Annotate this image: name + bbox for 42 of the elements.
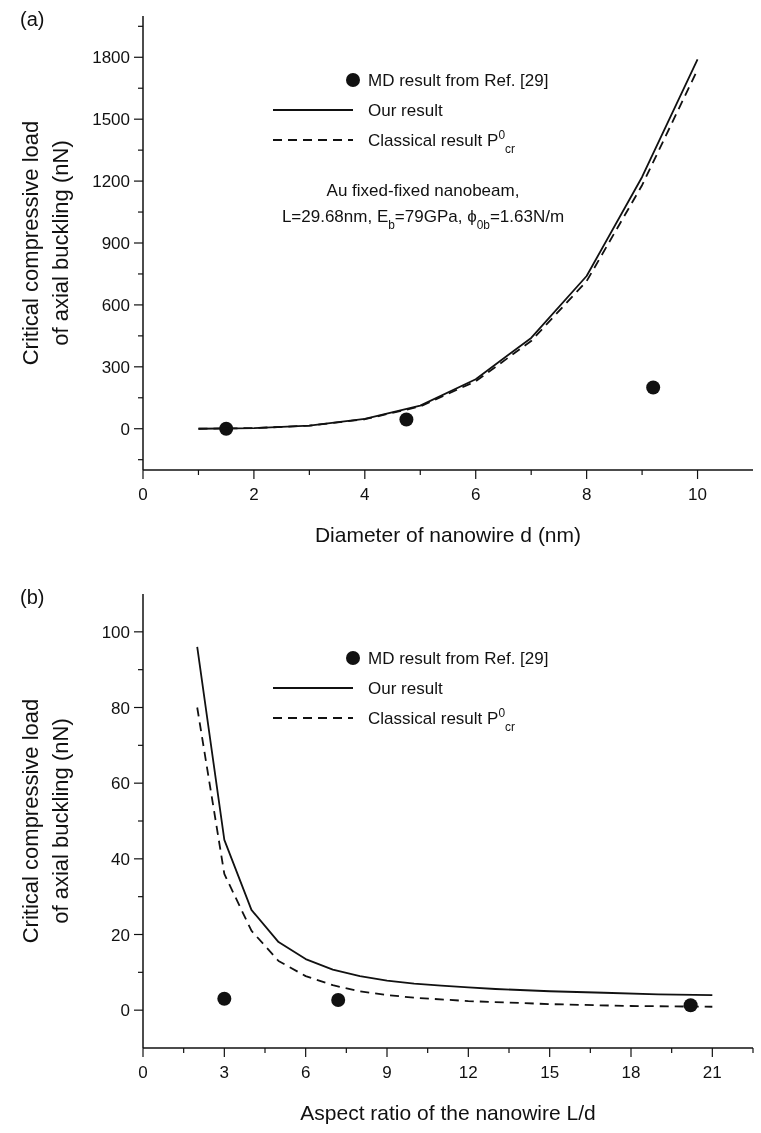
legend-label: MD result from Ref. [29] xyxy=(368,71,549,90)
x-tick-label: 10 xyxy=(688,485,708,504)
y-tick-label: 1500 xyxy=(92,110,130,130)
y-tick-label: 1200 xyxy=(92,172,130,192)
legend-label: MD result from Ref. [29] xyxy=(368,649,549,668)
line-series xyxy=(196,706,714,1008)
x-tick-label: 0 xyxy=(138,1063,148,1082)
line-series xyxy=(196,646,714,996)
point xyxy=(646,380,661,395)
x-tick-label: 0 xyxy=(138,485,148,504)
chart-title: (b) xyxy=(20,586,45,608)
y-tick-label: 1800 xyxy=(92,48,130,68)
y-tick-label: 100 xyxy=(101,622,130,642)
annotation: Au fixed-fixed nanobeam, L=29.68nm, E$_{b}$=79GPa, ϕ$_{0b}$=1.63N/m xyxy=(281,181,565,232)
x-tick-label: 21 xyxy=(702,1063,722,1082)
x-tick-label: 2 xyxy=(249,485,259,504)
x-axis-title: Aspect ratio of the nanowire L/d xyxy=(300,1101,596,1124)
y-tick-label: 600 xyxy=(101,295,130,315)
y-tick-label: 900 xyxy=(101,234,130,253)
x-tick-label: 12 xyxy=(458,1063,478,1082)
y-axis-title: Critical compressive load of axial buckling (nN) xyxy=(18,698,73,944)
legend-label: Our result xyxy=(368,679,443,698)
y-tick-label: 0 xyxy=(120,419,130,439)
y-tick-label: 20 xyxy=(111,925,130,945)
x-tick-label: 4 xyxy=(360,485,370,504)
legend-label: Our result xyxy=(368,101,443,120)
y-tick-label: 80 xyxy=(111,698,130,718)
y-tick-label: 300 xyxy=(101,357,130,377)
x-tick-label: 15 xyxy=(540,1063,560,1082)
x-tick-label: 18 xyxy=(621,1063,641,1082)
y-tick-label: 0 xyxy=(120,1001,130,1021)
y-axis-title: Critical compressive load of axial buckling (nN) xyxy=(18,120,73,366)
x-tick-label: 6 xyxy=(470,485,481,504)
x-tick-label: 8 xyxy=(581,485,592,504)
point xyxy=(399,412,414,427)
x-tick-label: 6 xyxy=(300,1063,311,1082)
chart-title: (a) xyxy=(20,8,45,30)
x-axis-title: Diameter of nanowire d (nm) xyxy=(314,523,582,546)
x-tick-label: 9 xyxy=(382,1063,392,1082)
y-tick-label: 60 xyxy=(111,774,130,794)
x-tick-label: 3 xyxy=(219,1063,230,1082)
y-tick-label: 40 xyxy=(111,849,130,869)
